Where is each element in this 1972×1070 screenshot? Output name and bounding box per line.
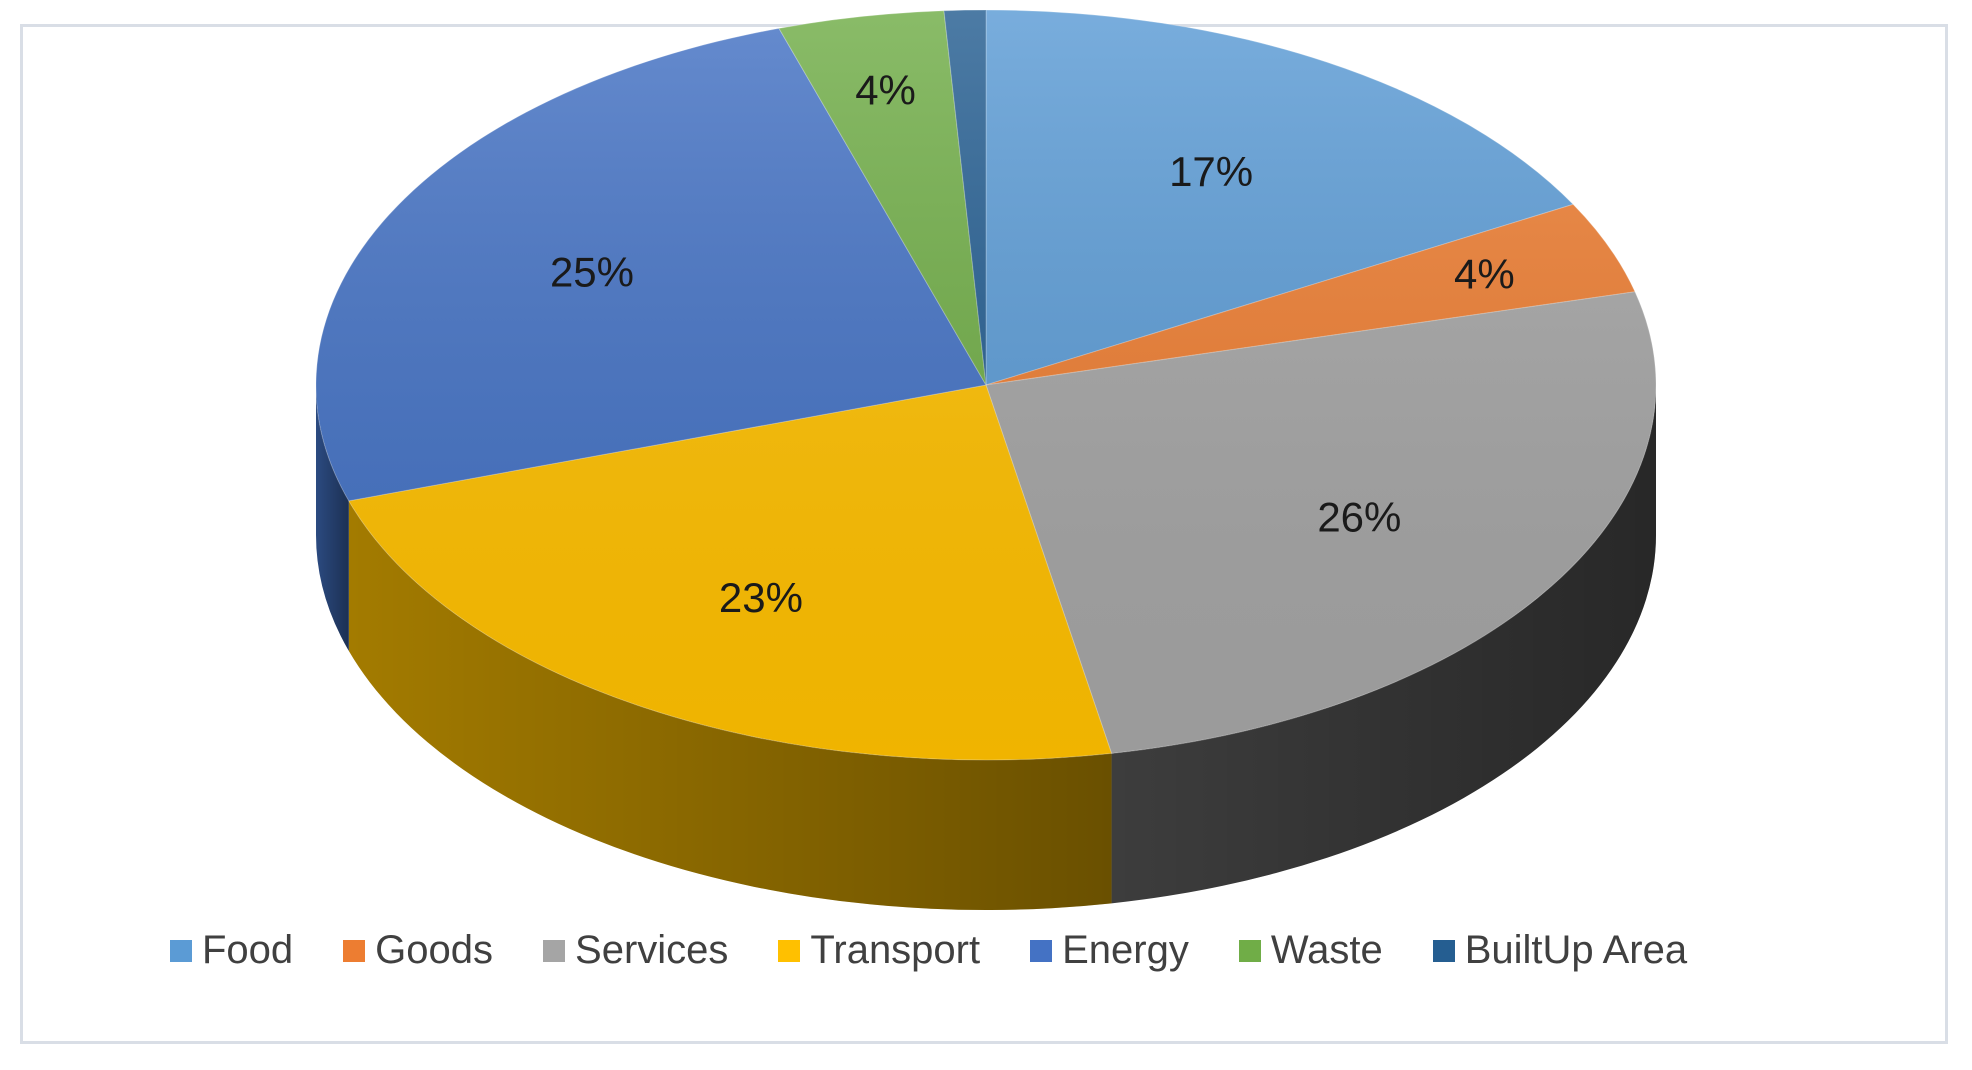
legend-label-food: Food (202, 928, 294, 972)
legend-item-goods: Goods (343, 928, 493, 973)
legend-item-transport: Transport (778, 928, 980, 973)
data-label-goods: 4% (1454, 251, 1515, 298)
data-label-services: 26% (1317, 494, 1401, 541)
legend-item-food: Food (170, 928, 293, 973)
legend-swatch-builtup-area (1432, 939, 1455, 962)
legend-label-services: Services (575, 928, 729, 972)
legend-label-waste: Waste (1270, 928, 1383, 972)
legend-swatch-goods (343, 939, 366, 962)
data-label-food: 17% (1169, 148, 1253, 195)
pie-side-shade-transport (348, 500, 1112, 911)
legend-swatch-waste (1238, 939, 1261, 962)
legend-swatch-energy (1030, 939, 1053, 962)
legend-swatch-food (170, 939, 192, 962)
pie-side-shade-energy (316, 385, 349, 651)
pie-top-gloss (316, 10, 1656, 760)
data-label-energy: 25% (550, 249, 634, 296)
legend-item-waste: Waste (1238, 928, 1383, 973)
legend-item-builtup-area: BuiltUp Area (1432, 928, 1688, 973)
legend-label-transport: Transport (810, 928, 981, 972)
legend-label-energy: Energy (1062, 928, 1189, 972)
legend: Food Goods Services Transport Energy Was… (170, 928, 1687, 973)
legend-item-energy: Energy (1030, 928, 1189, 973)
legend-swatch-services (543, 939, 566, 962)
data-label-waste: 4% (855, 66, 916, 113)
pie-side-shade-services (1111, 385, 1656, 904)
legend-item-services: Services (543, 928, 728, 973)
data-label-transport: 23% (719, 574, 803, 621)
legend-label-builtup-area: BuiltUp Area (1464, 928, 1688, 972)
legend-swatch-transport (778, 939, 801, 962)
legend-label-goods: Goods (375, 928, 494, 972)
